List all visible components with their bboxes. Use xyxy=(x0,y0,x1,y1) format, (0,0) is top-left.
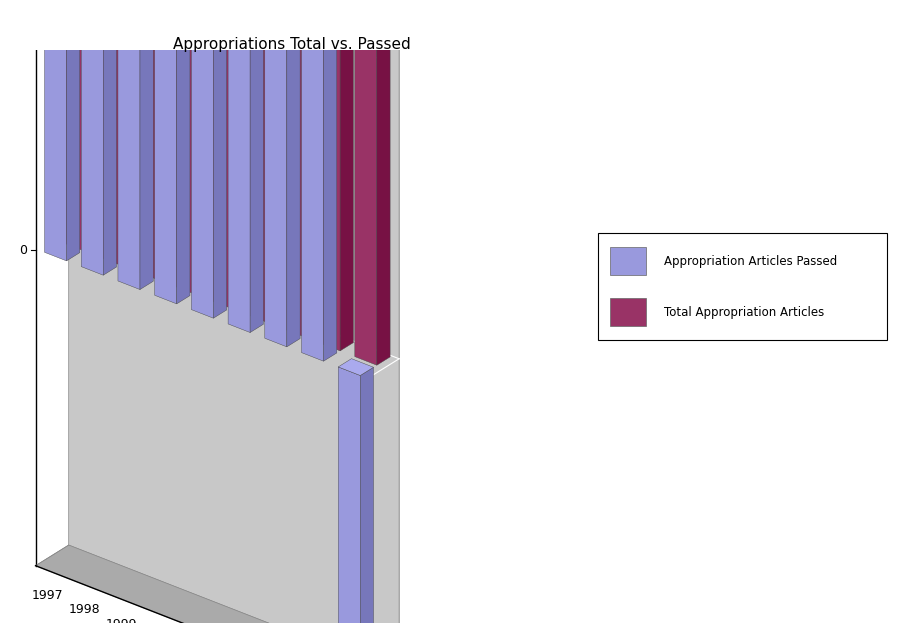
Polygon shape xyxy=(366,0,399,623)
Polygon shape xyxy=(354,41,377,365)
Polygon shape xyxy=(267,0,280,322)
Polygon shape xyxy=(338,367,360,623)
Polygon shape xyxy=(303,0,317,336)
Polygon shape xyxy=(208,0,230,308)
Text: Total Appropriation Articles: Total Appropriation Articles xyxy=(664,306,824,319)
Polygon shape xyxy=(323,37,337,361)
Polygon shape xyxy=(191,0,213,318)
Polygon shape xyxy=(67,0,80,261)
Polygon shape xyxy=(228,1,263,17)
Polygon shape xyxy=(155,0,177,304)
Polygon shape xyxy=(135,0,157,279)
Polygon shape xyxy=(318,0,340,351)
Polygon shape xyxy=(281,0,303,336)
Polygon shape xyxy=(251,9,263,333)
Polygon shape xyxy=(68,0,399,623)
Polygon shape xyxy=(81,0,103,275)
Text: 1997: 1997 xyxy=(32,589,64,602)
Bar xyxy=(610,298,646,326)
Text: Appropriations Total vs. Passed: Appropriations Total vs. Passed xyxy=(173,37,410,52)
Bar xyxy=(610,247,646,275)
Polygon shape xyxy=(191,0,227,3)
Polygon shape xyxy=(120,0,133,265)
Polygon shape xyxy=(45,0,67,261)
Polygon shape xyxy=(36,545,399,623)
Polygon shape xyxy=(177,0,190,304)
Polygon shape xyxy=(118,0,140,290)
Polygon shape xyxy=(245,0,267,322)
Polygon shape xyxy=(340,0,353,351)
Polygon shape xyxy=(103,0,117,275)
Polygon shape xyxy=(140,0,153,290)
Polygon shape xyxy=(354,33,390,50)
Polygon shape xyxy=(228,9,251,333)
Polygon shape xyxy=(287,0,300,347)
Polygon shape xyxy=(302,29,337,46)
Polygon shape xyxy=(61,0,83,250)
Polygon shape xyxy=(171,0,193,293)
Polygon shape xyxy=(338,359,374,376)
FancyBboxPatch shape xyxy=(599,233,886,340)
Text: Appropriation Articles Passed: Appropriation Articles Passed xyxy=(664,255,837,269)
Polygon shape xyxy=(157,0,169,279)
Polygon shape xyxy=(360,367,374,623)
Polygon shape xyxy=(302,37,323,361)
Text: 1998: 1998 xyxy=(69,603,100,616)
Polygon shape xyxy=(377,42,390,365)
Polygon shape xyxy=(213,0,227,318)
Polygon shape xyxy=(230,0,243,308)
Text: 1999: 1999 xyxy=(106,617,138,623)
Polygon shape xyxy=(97,0,120,265)
Polygon shape xyxy=(265,0,287,347)
Polygon shape xyxy=(193,0,207,293)
Polygon shape xyxy=(83,0,97,250)
Text: 0: 0 xyxy=(18,244,26,257)
